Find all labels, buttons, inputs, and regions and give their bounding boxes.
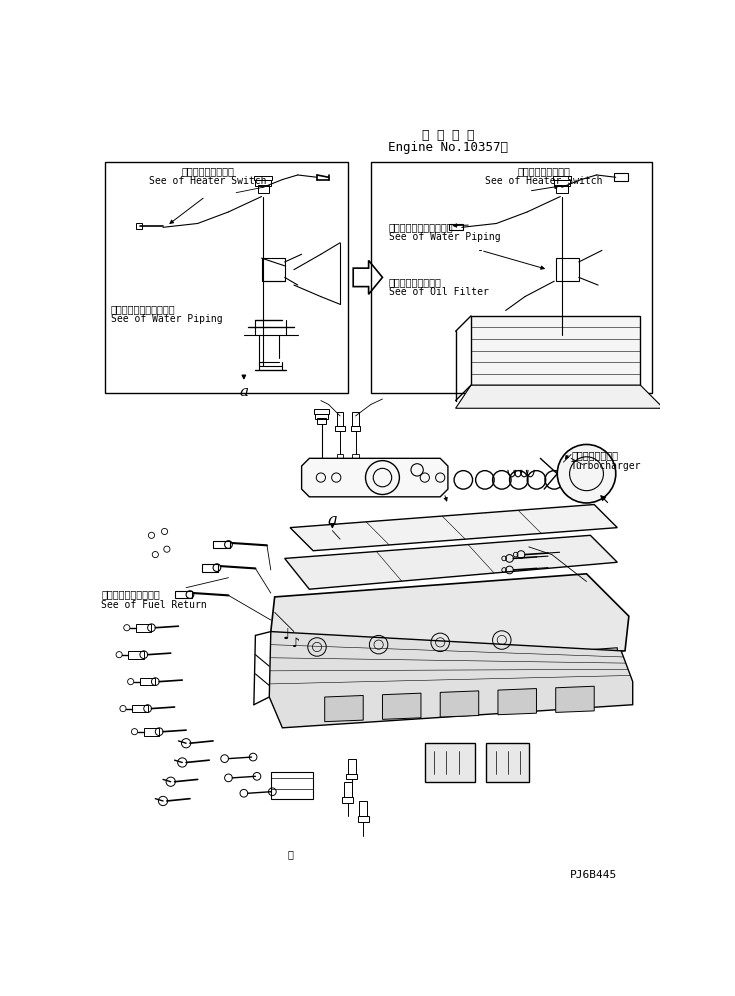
Bar [136,623,151,631]
Bar [254,175,273,180]
Bar [353,454,359,459]
Text: ヒータスイッチ参照: ヒータスイッチ参照 [182,165,234,175]
Text: ウォータパイピング参照: ウォータパイピング参照 [389,222,453,232]
Bar [258,185,269,192]
Polygon shape [556,686,594,712]
Polygon shape [313,667,356,687]
Text: See of Fuel Return: See of Fuel Return [101,600,207,610]
Bar [358,817,368,822]
Polygon shape [301,458,448,497]
Bar [337,412,343,426]
Text: See of Heater Switch: See of Heater Switch [485,175,603,185]
Bar [371,162,652,392]
Polygon shape [269,631,633,728]
Polygon shape [440,691,478,717]
Bar [614,173,628,181]
Polygon shape [418,659,460,679]
Bar [425,743,475,782]
Bar [317,418,326,424]
Polygon shape [325,695,363,722]
Bar [129,650,144,658]
Text: ♩: ♩ [282,627,290,642]
Polygon shape [284,535,617,590]
Bar [255,179,270,185]
Bar [449,224,463,230]
Polygon shape [354,260,382,294]
Bar [213,541,230,549]
Bar [353,412,359,426]
Polygon shape [523,651,565,671]
Text: オイルフィルタ参照: オイルフィルタ参照 [389,277,442,288]
Text: See of Oil Filter: See of Oil Filter [389,288,489,298]
Bar [140,677,155,685]
Bar [344,782,351,797]
Bar [314,409,329,414]
Text: フェエルリターン参照: フェエルリターン参照 [101,590,160,600]
Text: a: a [240,385,248,399]
Bar [487,743,528,782]
Bar [201,564,218,572]
Bar [343,797,354,803]
Text: PJ6B445: PJ6B445 [570,871,617,880]
Text: ウォータパイピング参照: ウォータパイピング参照 [111,305,175,315]
Text: Engine No.10357～: Engine No.10357～ [388,141,508,154]
Text: 適 用 号 機: 適 用 号 機 [422,128,474,141]
Bar [270,773,313,800]
Text: See of Heater Switch: See of Heater Switch [149,175,266,185]
Bar [337,454,343,459]
Polygon shape [470,655,512,675]
Bar [554,179,570,185]
Text: ヒータスイッチ参照: ヒータスイッチ参照 [517,165,570,175]
Bar [105,162,348,392]
Polygon shape [498,688,537,715]
Bar [335,426,345,430]
Bar [132,705,148,712]
Polygon shape [575,647,617,667]
Bar [346,774,357,780]
Text: ターボチャージャ: ターボチャージャ [571,450,618,460]
Bar [553,175,571,180]
Polygon shape [382,693,421,719]
Bar [348,759,356,774]
Bar [136,223,142,229]
Bar [315,413,328,419]
Circle shape [557,444,616,503]
Bar [174,591,192,599]
Text: See of Water Piping: See of Water Piping [389,232,501,242]
Bar [351,426,360,430]
Polygon shape [290,505,617,551]
Bar [556,258,579,281]
Text: See of Water Piping: See of Water Piping [111,315,222,325]
Text: ♪: ♪ [292,637,299,650]
Polygon shape [365,663,408,683]
Bar [556,185,568,192]
Text: Turbocharger: Turbocharger [571,461,642,471]
Bar [144,728,159,735]
Text: ア: ア [287,850,293,860]
Bar [262,258,284,281]
Polygon shape [471,316,640,385]
Text: a: a [328,512,337,529]
Polygon shape [270,574,629,674]
Polygon shape [456,385,664,408]
Bar [359,801,367,817]
